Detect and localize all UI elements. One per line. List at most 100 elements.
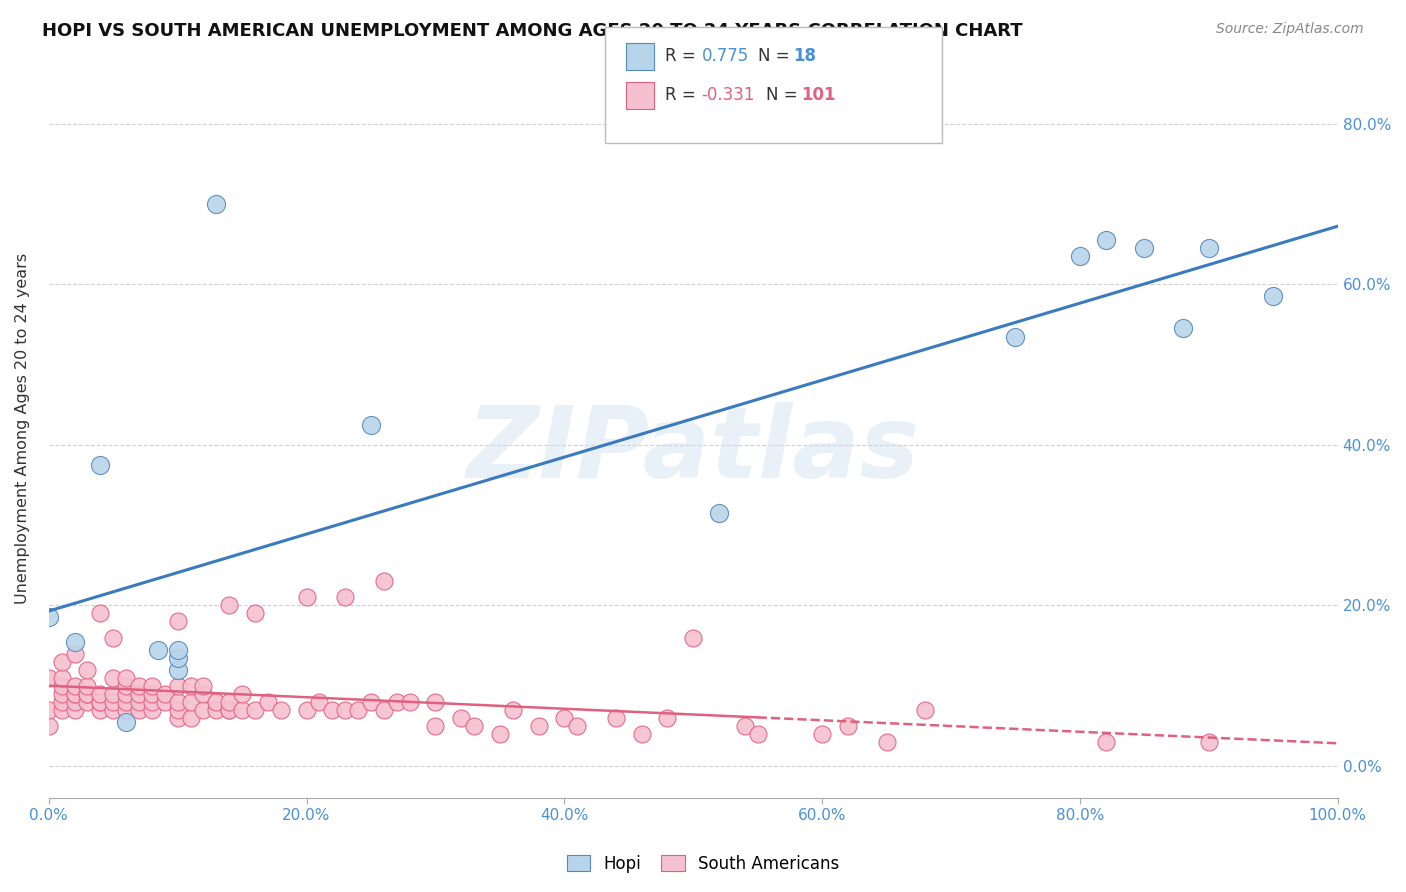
Point [837, 719, 859, 733]
Text: 18: 18 [793, 47, 815, 65]
Point [166, 663, 188, 677]
Point [166, 642, 188, 657]
Point [63, 687, 86, 701]
Point [231, 703, 253, 717]
Point [1198, 735, 1220, 749]
Point [180, 711, 202, 725]
Point [657, 711, 679, 725]
Point [76, 679, 98, 693]
Point [76, 687, 98, 701]
Point [747, 727, 769, 741]
Point [115, 679, 138, 693]
Point [1069, 249, 1091, 263]
Point [166, 650, 188, 665]
Point [63, 703, 86, 717]
Point [398, 695, 420, 709]
Point [1198, 241, 1220, 255]
Point [385, 695, 408, 709]
Point [89, 703, 111, 717]
Point [153, 687, 176, 701]
Point [373, 574, 395, 589]
Point [51, 655, 73, 669]
Y-axis label: Unemployment Among Ages 20 to 24 years: Unemployment Among Ages 20 to 24 years [15, 253, 30, 605]
Point [205, 197, 228, 211]
Point [115, 714, 138, 729]
Point [128, 679, 150, 693]
Point [38, 719, 60, 733]
Point [63, 647, 86, 661]
Point [205, 703, 228, 717]
Point [502, 703, 524, 717]
Point [89, 695, 111, 709]
Point [463, 719, 485, 733]
Text: ZIPatlas: ZIPatlas [467, 402, 920, 500]
Point [38, 703, 60, 717]
Point [193, 703, 215, 717]
Point [51, 695, 73, 709]
Point [141, 687, 163, 701]
Point [321, 703, 343, 717]
Point [166, 615, 188, 629]
Point [1094, 735, 1116, 749]
Point [76, 687, 98, 701]
Point [489, 727, 512, 741]
Text: 101: 101 [801, 87, 837, 104]
Point [1171, 321, 1194, 335]
Point [38, 671, 60, 685]
Text: N =: N = [758, 47, 794, 65]
Point [128, 703, 150, 717]
Point [243, 607, 266, 621]
Point [89, 607, 111, 621]
Point [63, 679, 86, 693]
Point [51, 687, 73, 701]
Point [115, 687, 138, 701]
Point [231, 687, 253, 701]
Point [914, 703, 936, 717]
Point [115, 703, 138, 717]
Point [295, 703, 318, 717]
Point [89, 695, 111, 709]
Point [811, 727, 834, 741]
Point [553, 711, 575, 725]
Point [128, 695, 150, 709]
Point [425, 719, 447, 733]
Point [103, 671, 125, 685]
Text: R =: R = [665, 47, 702, 65]
Point [347, 703, 370, 717]
Point [1133, 241, 1156, 255]
Point [180, 679, 202, 693]
Point [103, 695, 125, 709]
Point [166, 703, 188, 717]
Point [308, 695, 330, 709]
Point [335, 591, 357, 605]
Point [128, 687, 150, 701]
Point [425, 695, 447, 709]
Text: 0.775: 0.775 [702, 47, 749, 65]
Point [141, 695, 163, 709]
Point [166, 695, 188, 709]
Legend: Hopi, South Americans: Hopi, South Americans [560, 848, 846, 880]
Point [51, 703, 73, 717]
Point [605, 711, 627, 725]
Point [373, 703, 395, 717]
Text: R =: R = [665, 87, 702, 104]
Point [38, 610, 60, 624]
Point [243, 703, 266, 717]
Point [76, 663, 98, 677]
Point [630, 727, 652, 741]
Point [257, 695, 280, 709]
Point [527, 719, 550, 733]
Text: HOPI VS SOUTH AMERICAN UNEMPLOYMENT AMONG AGES 20 TO 24 YEARS CORRELATION CHART: HOPI VS SOUTH AMERICAN UNEMPLOYMENT AMON… [42, 22, 1022, 40]
Point [682, 631, 704, 645]
Point [115, 671, 138, 685]
Point [153, 695, 176, 709]
Point [193, 679, 215, 693]
Point [205, 695, 228, 709]
Point [335, 703, 357, 717]
Text: Source: ZipAtlas.com: Source: ZipAtlas.com [1216, 22, 1364, 37]
Point [103, 631, 125, 645]
Point [141, 679, 163, 693]
Point [1263, 289, 1285, 303]
Point [218, 599, 240, 613]
Point [76, 695, 98, 709]
